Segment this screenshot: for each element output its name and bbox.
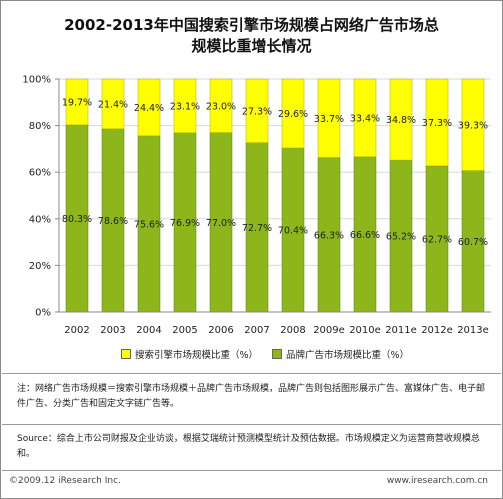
x-tick-label-2003: 2003 (100, 325, 125, 336)
label-search-2007: 27.3% (242, 106, 272, 117)
legend-swatch-brand (272, 349, 283, 359)
legend-swatch-search (121, 349, 131, 359)
bar-search-2003 (101, 78, 125, 130)
label-brand-2007: 72.7% (242, 223, 272, 234)
label-search-2012e: 37.3% (422, 118, 452, 129)
label-brand-2006: 77.0% (206, 218, 236, 229)
x-tick-label-2012e: 2012e (421, 325, 453, 336)
label-search-2008: 29.6% (278, 109, 308, 120)
label-search-2004: 24.4% (134, 103, 164, 114)
chart-title-line-1: 2002-2013年中国搜索引擎市场规模占网络广告市场总 (64, 16, 439, 34)
x-tick-label-2010e: 2010e (349, 325, 381, 336)
legend-item-search: 搜索引擎市场规模比重（%） (121, 347, 258, 361)
x-tick-label-2013e: 2013e (457, 325, 489, 336)
x-tick-label-2002: 2002 (64, 325, 89, 336)
label-search-2011e: 34.8% (386, 115, 416, 126)
bar-search-2008 (281, 78, 305, 149)
label-search-2005: 23.1% (170, 101, 200, 112)
label-search-2002: 19.7% (62, 97, 92, 108)
x-tick-label-2008: 2008 (280, 325, 305, 336)
stacked-bar-chart: 80.3% 19.7% 78.6% 21.4% 75.6% 24.4% 76.9% 23.1%… (22, 75, 491, 336)
divider-top (2, 373, 501, 374)
x-tick-label-2006: 2006 (208, 325, 233, 336)
bar-search-2004 (137, 78, 161, 137)
website-url: www.iresearch.com.cn (386, 476, 488, 486)
x-tick-label-2011e: 2011e (385, 325, 417, 336)
label-brand-2009e: 66.3% (314, 230, 344, 241)
definition-note: 注：网络广告市场规模＝搜索引擎市场规模＋品牌广告市场规模，品牌广告则包括图形展示… (17, 384, 486, 409)
label-brand-2005: 76.9% (170, 218, 200, 229)
x-tick-label-2009e: 2009e (313, 325, 345, 336)
divider-bottom (2, 470, 501, 471)
data-labels: 80.3% 19.7% 78.6% 21.4% 75.6% 24.4% 76.9% 23.1%… (62, 97, 488, 247)
label-brand-2008: 70.4% (278, 225, 308, 236)
x-tick-label-2004: 2004 (136, 325, 161, 336)
label-search-2010e: 33.4% (350, 113, 380, 124)
legend-item-brand: 品牌广告市场规模比重（%） (272, 347, 409, 361)
label-brand-2002: 80.3% (62, 214, 92, 225)
divider-middle (2, 424, 501, 425)
legend-label-brand: 品牌广告市场规模比重（%） (286, 350, 410, 361)
label-search-2003: 21.4% (98, 99, 128, 110)
bar-search-2005 (173, 78, 197, 134)
legend-label-search: 搜索引擎市场规模比重（%） (135, 350, 259, 361)
label-brand-2004: 75.6% (134, 219, 164, 230)
bars (65, 78, 485, 313)
label-search-2013e: 39.3% (458, 120, 488, 131)
copyright: ©2009.12 iResearch Inc. (9, 476, 121, 486)
y-tick-label: 20% (29, 261, 51, 272)
chart-title: 2002-2013年中国搜索引擎市场规模占网络广告市场总 规模比重增长情况 (1, 15, 502, 57)
y-tick-label: 0% (35, 308, 51, 319)
label-brand-2013e: 60.7% (458, 237, 488, 248)
label-brand-2003: 78.6% (98, 216, 128, 227)
y-tick-label: 100% (22, 75, 51, 86)
bar-search-2009e (317, 78, 341, 158)
bar-search-2012e (425, 78, 449, 167)
bar-search-2006 (209, 78, 233, 133)
bar-search-2007 (245, 78, 269, 143)
y-tick-label: 80% (29, 121, 51, 132)
label-brand-2010e: 66.6% (350, 230, 380, 241)
y-tick-label: 60% (29, 168, 51, 179)
source-note: Source：综合上市公司财报及企业访谈，根据艾瑞统计预测模型统计及预估数据。市… (17, 434, 480, 459)
x-tick-label-2005: 2005 (172, 325, 197, 336)
bar-search-2013e (461, 78, 485, 171)
label-brand-2011e: 65.2% (386, 232, 416, 243)
bar-search-2011e (389, 78, 413, 161)
x-tick-label-2007: 2007 (244, 325, 269, 336)
gridlines (59, 78, 491, 266)
legend: 搜索引擎市场规模比重（%） 品牌广告市场规模比重（%） (121, 347, 423, 361)
y-tick-label: 40% (29, 214, 51, 225)
bar-search-2010e (353, 78, 377, 158)
label-search-2009e: 33.7% (314, 114, 344, 125)
bar-search-2002 (65, 78, 89, 126)
axes: 0% 20% 40% 60% 80% 100% 2002 2003 2004 2005 2006 20… (22, 75, 491, 336)
label-search-2006: 23.0% (206, 101, 236, 112)
label-brand-2012e: 62.7% (422, 234, 452, 245)
chart-title-line-2: 规模比重增长情况 (191, 37, 312, 55)
